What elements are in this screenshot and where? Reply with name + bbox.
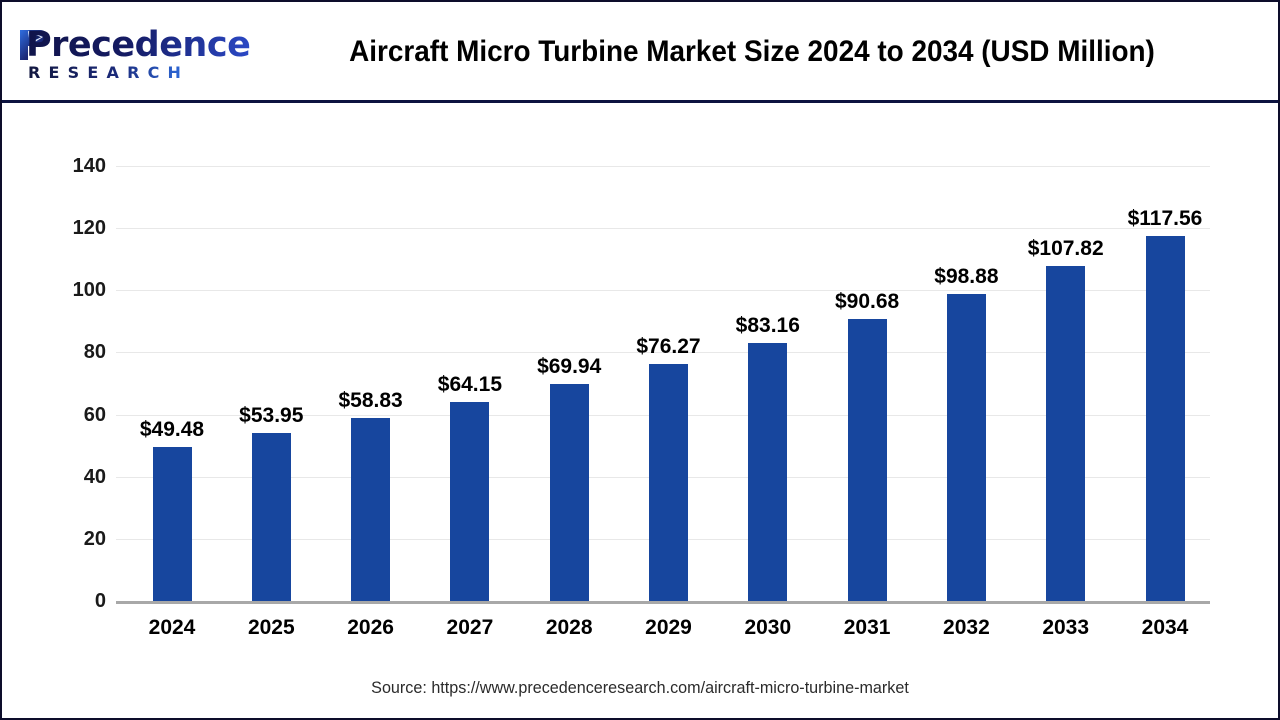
header-bar: Precedence RESEARCH Aircraft Micro Turbi…	[2, 2, 1278, 103]
bar-2028[interactable]	[549, 383, 589, 601]
x-axis-line	[116, 601, 1210, 604]
bar-value-label-2024: $49.48	[139, 418, 205, 442]
gridline	[116, 290, 1210, 292]
gridline	[116, 166, 1210, 167]
logo-wordmark: Precedence	[26, 25, 251, 65]
bar-2025[interactable]	[251, 433, 291, 601]
bar-value-label-2026: $58.83	[338, 389, 403, 413]
y-axis-tick-label: 20	[83, 527, 106, 550]
x-axis-tick-label-2026: 2026	[347, 616, 394, 639]
y-axis-tick-label: 140	[72, 155, 106, 177]
bar-value-label-2030: $83.16	[735, 313, 800, 337]
bar-2027[interactable]	[450, 401, 490, 601]
page-title: Aircraft Micro Turbine Market Size 2024 …	[349, 35, 1155, 68]
bar-value-label-2033: $107.82	[1027, 236, 1104, 260]
y-axis-tick-label: 40	[83, 465, 106, 488]
x-axis-tick-label-2030: 2030	[744, 616, 792, 639]
bar-2031[interactable]	[847, 319, 887, 601]
bar-2030[interactable]	[748, 342, 788, 601]
y-axis-tick-label: 120	[72, 217, 106, 240]
bar-value-label-2025: $53.95	[239, 404, 304, 428]
x-axis-tick-label-2033: 2033	[1042, 616, 1090, 639]
bar-2033[interactable]	[1046, 265, 1086, 601]
x-axis-tick-label-2029: 2029	[645, 616, 692, 639]
y-axis-tick-label: 60	[83, 403, 106, 426]
bar-2026[interactable]	[351, 418, 391, 601]
bar-value-label-2031: $90.68	[834, 290, 900, 314]
bar-value-label-2027: $64.15	[437, 372, 502, 396]
gridline	[116, 352, 1210, 354]
source-caption: Source: https://www.precedenceresearch.c…	[371, 678, 909, 697]
x-axis-tick-label-2027: 2027	[446, 616, 494, 639]
precedence-p-mark-icon	[20, 30, 47, 60]
bar-value-label-2034: $117.56	[1127, 206, 1203, 230]
x-axis-tick-label-2032: 2032	[943, 616, 990, 639]
x-axis-tick-label-2034: 2034	[1141, 616, 1189, 639]
gridline	[116, 228, 1210, 230]
y-axis-tick-label: 100	[72, 279, 106, 302]
precedence-research-logo[interactable]: Precedence RESEARCH	[14, 26, 251, 84]
x-axis-tick-label-2028: 2028	[545, 616, 593, 639]
logo-subtext: RESEARCH	[28, 63, 190, 82]
y-axis-tick-label: 80	[83, 341, 106, 364]
bar-2029[interactable]	[649, 364, 688, 601]
bar-2032[interactable]	[946, 293, 986, 601]
y-axis-tick-label: 0	[94, 590, 106, 612]
bar-value-label-2029: $76.27	[636, 335, 701, 359]
y-axis-ticks: 0 20 40 60 80 100 120 140	[2, 103, 106, 718]
bar-2034[interactable]	[1145, 235, 1185, 601]
x-axis-tick-label-2024: 2024	[148, 616, 196, 639]
bar-2024[interactable]	[152, 447, 192, 601]
x-axis-tick-label-2031: 2031	[843, 616, 891, 639]
chart-plot-area: 0 20 40 60 80 100 120 140 $49.48 $53.95 $58.83 $64…	[2, 103, 1278, 718]
x-axis-tick-label-2025: 2025	[247, 616, 295, 639]
bar-value-label-2028: $69.94	[537, 354, 602, 378]
bar-value-label-2032: $98.88	[934, 264, 999, 288]
